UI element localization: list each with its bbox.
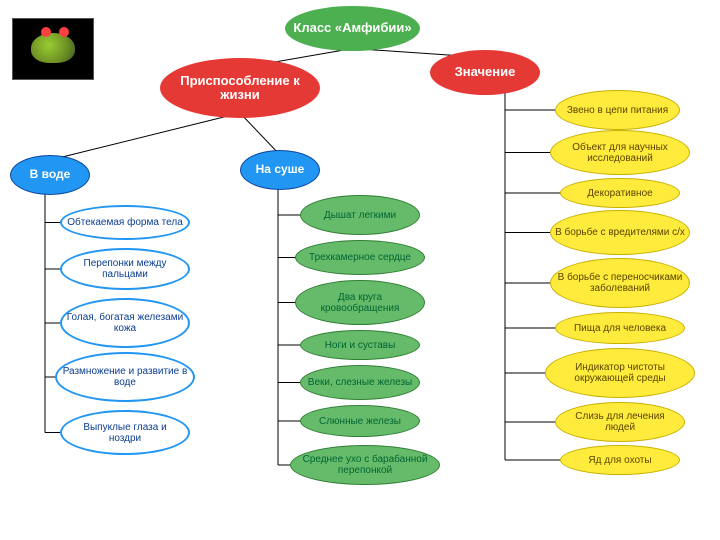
node-label: Размножение и развитие в воде [57,364,193,390]
node-m7: Индикатор чистоты окружающей среды [545,348,695,398]
node-l3: Два круга кровообращения [295,280,425,325]
node-adapt: Приспособление к жизни [160,58,320,118]
node-l6: Слюнные железы [300,405,420,437]
node-label: Яд для охоты [584,453,655,468]
node-m8: Слизь для лечения людей [555,402,685,442]
node-label: Слюнные железы [315,414,405,429]
node-label: Класс «Амфибии» [289,19,415,37]
node-label: Дышат легкими [320,208,400,223]
node-w2: Перепонки между пальцами [60,248,190,290]
node-label: Веки, слезные железы [304,375,416,390]
node-label: Выпуклые глаза и ноздри [62,420,188,446]
node-label: В борьбе с переносчиками заболеваний [551,270,689,296]
node-m9: Яд для охоты [560,445,680,475]
node-w3: Голая, богатая железами кожа [60,298,190,348]
node-label: В борьбе с вредителями с/х [551,225,689,240]
node-l7: Среднее ухо с барабанной перепонкой [290,445,440,485]
node-water: В воде [10,155,90,195]
node-m3: Декоративное [560,178,680,208]
node-label: Индикатор чистоты окружающей среды [546,360,694,386]
node-label: На суше [252,161,309,178]
node-m5: В борьбе с переносчиками заболеваний [550,258,690,308]
node-label: Звено в цепи питания [563,103,672,118]
node-m2: Объект для научных исследований [550,130,690,175]
node-label: Пища для человека [570,321,670,336]
node-label: Обтекаемая форма тела [63,215,187,230]
node-m6: Пища для человека [555,312,685,344]
node-label: Трехкамерное сердце [305,250,415,265]
node-label: Среднее ухо с барабанной перепонкой [291,452,439,478]
node-w1: Обтекаемая форма тела [60,205,190,240]
node-m4: В борьбе с вредителями с/х [550,210,690,255]
node-l1: Дышат легкими [300,195,420,235]
frog-image [12,18,94,80]
node-label: Голая, богатая железами кожа [62,310,188,336]
node-l5: Веки, слезные железы [300,365,420,400]
node-l4: Ноги и суставы [300,330,420,360]
node-w5: Выпуклые глаза и ноздри [60,410,190,455]
node-label: Слизь для лечения людей [556,409,684,435]
node-land: На суше [240,150,320,190]
node-m1: Звено в цепи питания [555,90,680,130]
node-label: Приспособление к жизни [161,72,319,105]
node-w4: Размножение и развитие в воде [55,352,195,402]
node-label: Декоративное [583,186,656,201]
node-label: Перепонки между пальцами [62,256,188,282]
node-label: Два круга кровообращения [296,290,424,316]
node-label: Значение [451,63,520,81]
node-root: Класс «Амфибии» [285,6,420,51]
node-label: Ноги и суставы [321,338,400,353]
node-label: Объект для научных исследований [551,140,689,166]
node-meaning: Значение [430,50,540,95]
node-l2: Трехкамерное сердце [295,240,425,275]
node-label: В воде [26,166,75,183]
